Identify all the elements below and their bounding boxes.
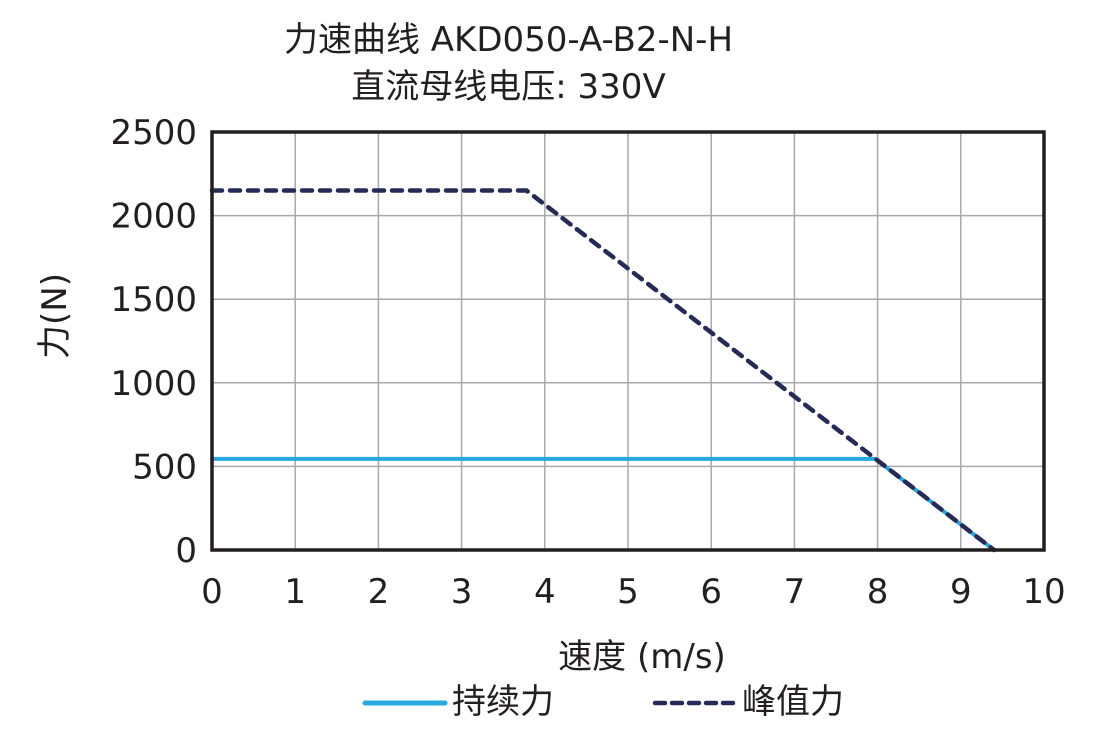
y-tick-label: 2500 — [110, 113, 197, 153]
continuous-force-line — [210, 456, 997, 552]
x-tick-label: 3 — [451, 572, 473, 612]
y-tick-label: 1500 — [110, 280, 197, 320]
grid-lines — [211, 131, 1045, 551]
x-axis-ticks: 0 1 2 3 4 5 6 7 8 9 10 — [201, 572, 1065, 612]
chart-title: 力速曲线 AKD050-A-B2-N-H — [283, 20, 734, 60]
y-axis-ticks: 0 500 1000 1500 2000 2500 — [110, 113, 197, 571]
legend-continuous-label: 持续力 — [452, 682, 554, 722]
x-tick-label: 5 — [617, 572, 639, 612]
y-tick-label: 2000 — [110, 197, 197, 237]
chart-subtitle: 直流母线电压: 330V — [351, 67, 666, 107]
x-tick-label: 0 — [201, 572, 223, 612]
y-tick-label: 0 — [175, 531, 197, 571]
x-tick-label: 4 — [534, 572, 556, 612]
x-tick-label: 6 — [700, 572, 722, 612]
legend: 持续力 峰值力 — [362, 682, 844, 722]
y-tick-label: 1000 — [110, 364, 197, 404]
x-tick-label: 10 — [1022, 572, 1065, 612]
y-axis-label: 力(N) — [35, 273, 75, 359]
x-tick-label: 2 — [368, 572, 390, 612]
data-series — [209, 188, 997, 553]
peak-force-line — [209, 188, 997, 553]
plot-frame — [210, 130, 1046, 552]
x-tick-label: 7 — [784, 572, 806, 612]
x-tick-label: 8 — [867, 572, 889, 612]
x-tick-label: 9 — [950, 572, 972, 612]
x-axis-label: 速度 (m/s) — [558, 637, 726, 677]
legend-peak-label: 峰值力 — [742, 682, 844, 722]
y-tick-label: 500 — [132, 447, 197, 487]
x-tick-label: 1 — [284, 572, 306, 612]
